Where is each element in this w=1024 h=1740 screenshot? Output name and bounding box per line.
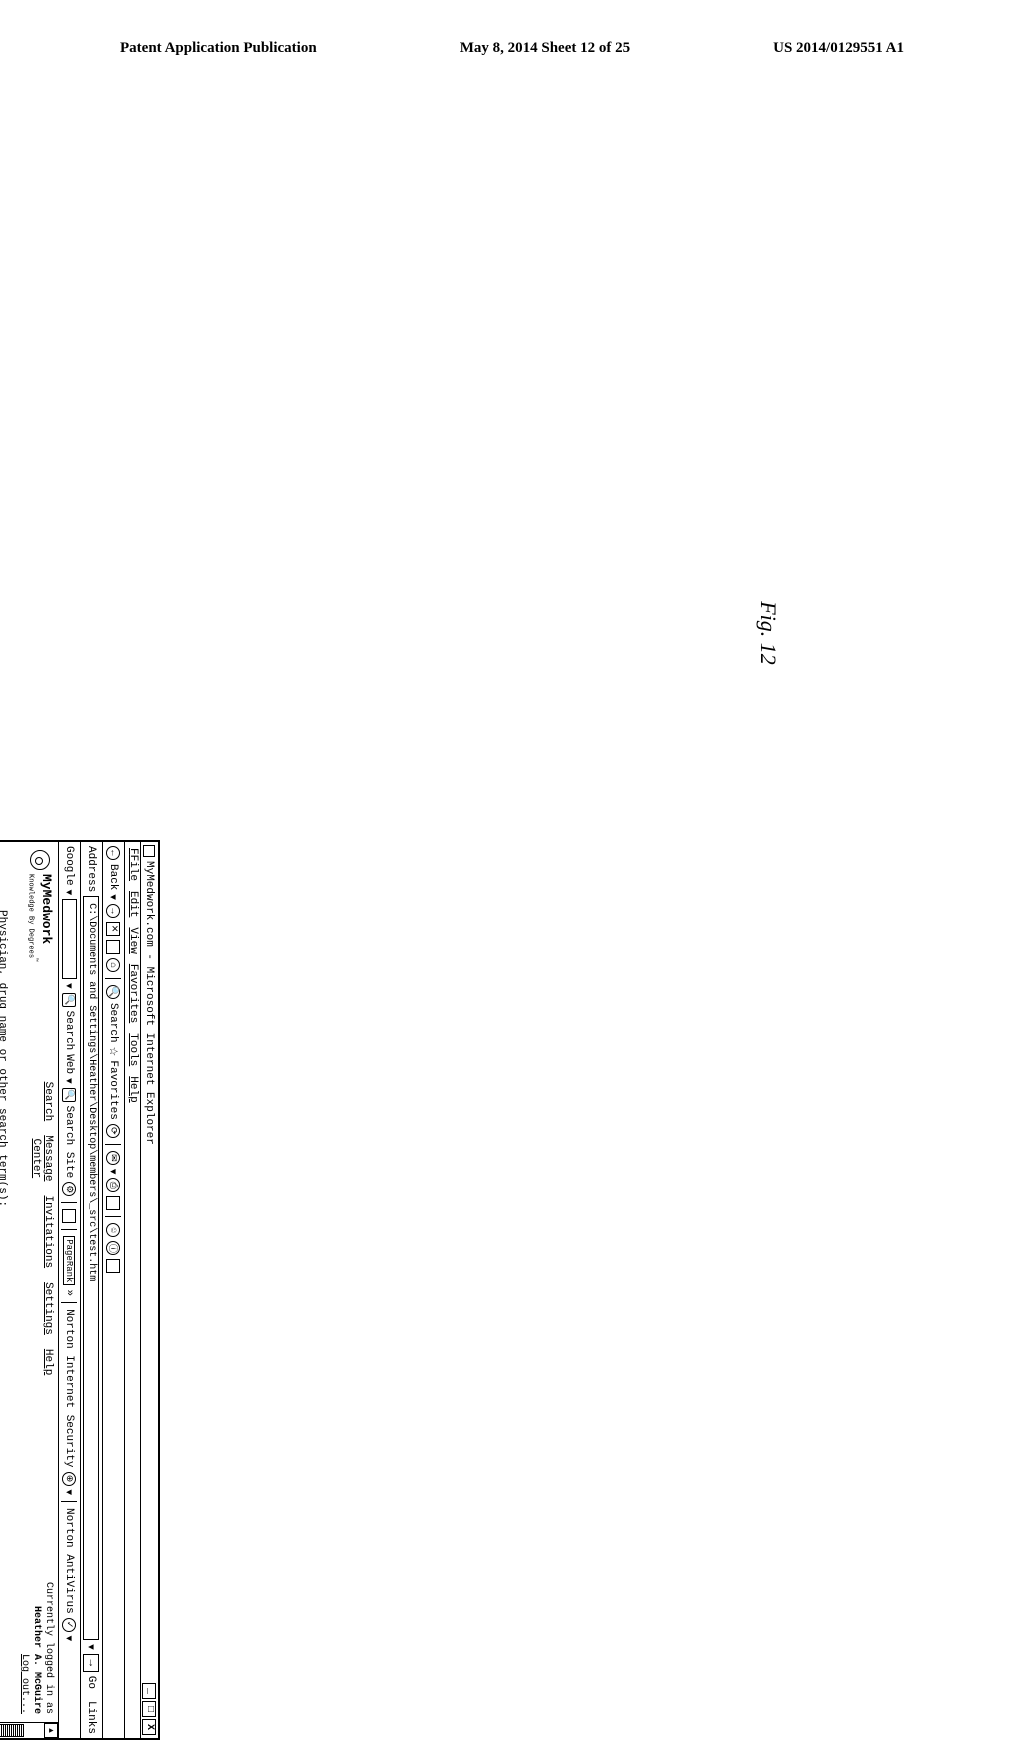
mail-icon[interactable]: ✉: [107, 1151, 121, 1165]
nav-toolbar: ← Back ▾ → ⌂ 🔍 Search ☆ Favorites ⟳ ✉ ▾ …: [102, 842, 124, 1738]
login-status: Currently logged in as Heather A. McGuir…: [18, 1582, 54, 1714]
minimize-button[interactable]: _: [143, 1683, 157, 1699]
tab-invitations[interactable]: Invitations: [30, 1195, 54, 1268]
print-icon[interactable]: ⎙: [107, 1178, 121, 1192]
back-icon[interactable]: ←: [107, 846, 121, 860]
menu-edit[interactable]: Edit: [126, 891, 139, 917]
address-text: C:\Documents and Settings\Heather\Deskto…: [86, 903, 97, 1281]
gsite-button[interactable]: Search Site: [64, 1106, 76, 1179]
logout-link[interactable]: Log out...: [19, 1654, 30, 1714]
refresh-button[interactable]: [107, 940, 121, 954]
tab-help[interactable]: Help: [30, 1349, 54, 1375]
tab-message-center-1[interactable]: Message: [42, 1135, 54, 1181]
address-input[interactable]: C:\Documents and Settings\Heather\Deskto…: [84, 896, 100, 1640]
search-icon: 🔍: [107, 985, 121, 999]
discuss-icon[interactable]: ☺: [107, 1223, 121, 1237]
pub-right: US 2014/0129551 A1: [773, 40, 904, 57]
brand-name: MyMedwork: [39, 874, 54, 944]
history-icon[interactable]: ⟳: [107, 1124, 121, 1138]
messenger-icon[interactable]: [107, 1259, 121, 1273]
gsite-icon: 🔍: [63, 1088, 77, 1102]
options-icon[interactable]: ⚙: [63, 1182, 77, 1196]
close-button[interactable]: X: [143, 1719, 157, 1735]
menu-view[interactable]: View: [126, 927, 139, 953]
back-button[interactable]: Back: [108, 864, 120, 890]
tab-message-center-2[interactable]: Center: [30, 1139, 42, 1179]
tab-search[interactable]: Search: [30, 1082, 54, 1122]
browser-window: MyMedwork.com - Microsoft Internet Explo…: [0, 840, 160, 1740]
links-label[interactable]: Links: [86, 1701, 98, 1734]
gsearch-button[interactable]: Search: [64, 1011, 76, 1051]
norton-av[interactable]: Norton AntiVirus: [64, 1508, 76, 1614]
scroll-up[interactable]: ▴: [44, 1723, 58, 1738]
pagerank-label: PageRank: [64, 1236, 76, 1285]
pub-left: Patent Application Publication: [120, 40, 317, 57]
figure-label: Fig. 12: [755, 601, 781, 665]
address-label: Address: [86, 846, 98, 892]
menu-help[interactable]: Help: [126, 1076, 139, 1102]
address-bar: Address C:\Documents and Settings\Heathe…: [80, 842, 102, 1738]
title-bar: MyMedwork.com - Microsoft Internet Explo…: [140, 842, 158, 1738]
search-button[interactable]: Search: [108, 1003, 120, 1043]
av-icon: ✓: [63, 1618, 77, 1632]
google-toolbar: Google ▾ ▾ 🔍 Search Web ▾ 🔍 Search Site …: [58, 842, 80, 1738]
search-label: Physician, drug name or other search ter…: [0, 910, 8, 1714]
site-logo[interactable]: MyMedwork Knowledge By Degrees™: [25, 850, 54, 962]
page-content: MyMedwork Knowledge By Degrees™ Search M…: [0, 842, 58, 1722]
maximize-button[interactable]: □: [143, 1701, 157, 1717]
edit-icon[interactable]: [107, 1196, 121, 1210]
menu-bar: FFileFile Edit View Favorites Tools Help: [124, 842, 140, 1738]
gweb-button[interactable]: Web: [64, 1054, 76, 1074]
logo-icon: [30, 850, 50, 870]
menu-file[interactable]: FFileFile: [126, 848, 139, 881]
menu-tools[interactable]: Tools: [126, 1033, 139, 1066]
menu-favorites[interactable]: Favorites: [126, 964, 139, 1023]
scroll-thumb[interactable]: [0, 1724, 24, 1737]
brand-tagline: Knowledge By Degrees: [26, 874, 34, 958]
google-input[interactable]: [62, 899, 77, 979]
go-label: Go: [86, 1676, 98, 1689]
stop-button[interactable]: [107, 922, 121, 936]
go-button[interactable]: →: [84, 1654, 100, 1672]
pub-center: May 8, 2014 Sheet 12 of 25: [460, 40, 630, 57]
pagerank-icon[interactable]: [63, 1209, 77, 1223]
research-icon[interactable]: ⓘ: [107, 1241, 121, 1255]
norton-sec[interactable]: Norton Internet Security: [64, 1309, 76, 1467]
ie-icon: [144, 845, 156, 857]
home-icon[interactable]: ⌂: [107, 958, 121, 972]
tab-settings[interactable]: Settings: [30, 1282, 54, 1335]
globe-icon: ⊕: [63, 1472, 77, 1486]
google-label: Google: [64, 846, 76, 886]
favorites-button[interactable]: Favorites: [108, 1060, 120, 1119]
forward-icon[interactable]: →: [107, 904, 121, 918]
window-title: MyMedwork.com - Microsoft Internet Explo…: [144, 861, 156, 1145]
vertical-scrollbar[interactable]: ▴ ▾: [0, 1722, 58, 1738]
gsearch-icon: 🔍: [63, 993, 77, 1007]
